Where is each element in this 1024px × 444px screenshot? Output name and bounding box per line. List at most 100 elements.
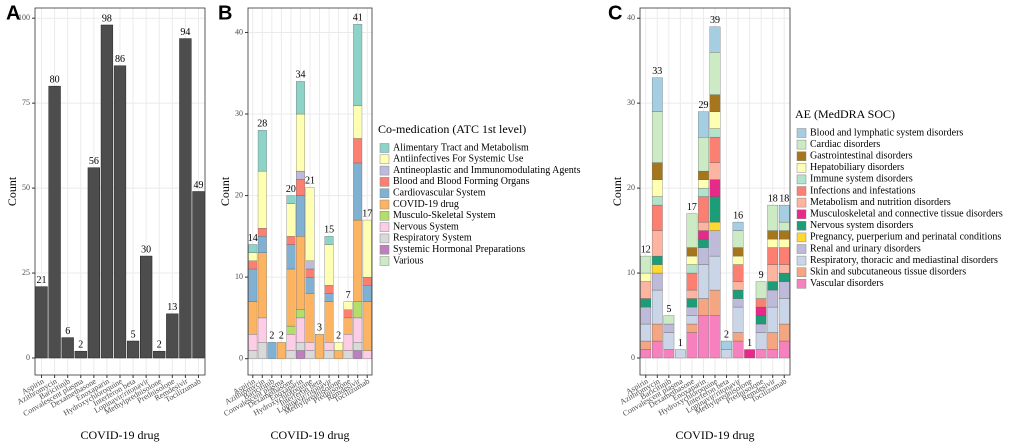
bar <box>100 24 114 359</box>
bar-segment <box>663 349 675 359</box>
bar-segment <box>651 264 663 274</box>
bar-segment <box>353 138 363 164</box>
total-label: 21 <box>305 176 315 187</box>
y-tick-label: 0 <box>631 353 635 362</box>
total-label: 7 <box>346 290 351 301</box>
bar-segment <box>709 136 721 163</box>
bar-segment <box>257 228 267 237</box>
value-label: 5 <box>131 329 136 340</box>
bar-segment <box>767 230 779 240</box>
bar-segment <box>732 332 744 342</box>
legend-swatch <box>379 154 390 165</box>
value-label: 98 <box>102 13 112 24</box>
total-label: 3 <box>317 323 322 334</box>
bar-segment <box>698 221 709 231</box>
legend-swatch <box>796 151 807 161</box>
total-label: 18 <box>768 193 778 204</box>
legend-swatch <box>796 221 807 231</box>
bar-segment <box>286 236 296 245</box>
bar-segment <box>248 268 258 302</box>
bar-segment <box>709 128 721 138</box>
bar-segment <box>686 247 698 257</box>
bar-segment <box>286 350 296 359</box>
total-label: 12 <box>641 244 651 255</box>
legend-label: Infections and infestations <box>810 185 916 196</box>
bar-segment <box>778 298 790 325</box>
legend-label: Skin and subcutaneous tissue disorders <box>810 266 966 277</box>
bar-segment <box>257 236 267 253</box>
bar-segment <box>686 306 698 316</box>
bar-segment <box>286 195 296 204</box>
legend-label: Respiratory System <box>393 233 472 244</box>
bar-segment <box>686 315 698 325</box>
bar-segment <box>651 204 663 231</box>
legend-swatch <box>796 139 807 150</box>
bar-segment <box>663 332 675 350</box>
panel-label: C <box>608 2 622 24</box>
bar <box>179 38 192 359</box>
bar-segment <box>767 247 779 265</box>
bar-segment <box>778 272 790 282</box>
bar-segment <box>296 350 305 359</box>
legend-label: Antiinfectives For Systemic Use <box>393 154 524 165</box>
bar-segment <box>686 255 698 265</box>
bar-segment <box>248 252 258 261</box>
bar-segment <box>305 342 315 351</box>
bar-segment <box>257 317 267 343</box>
panel-label: B <box>218 2 232 24</box>
bar-segment <box>698 136 709 172</box>
bar-segment <box>296 170 305 180</box>
legend-swatch <box>796 279 807 289</box>
legend-title: Co-medication (ATC 1st level) <box>378 122 526 136</box>
bar-segment <box>709 289 721 316</box>
bar-segment <box>305 350 315 359</box>
bar-segment <box>778 281 790 299</box>
bar-segment <box>755 281 767 299</box>
bar-segment <box>257 170 267 229</box>
bar-segment <box>721 340 732 350</box>
bar-segment <box>353 219 363 302</box>
legend-label: Metabolism and nutrition disorders <box>810 197 951 208</box>
y-tick-label: 50 <box>22 183 30 192</box>
bar-segment <box>286 334 296 351</box>
value-label: 30 <box>141 244 151 255</box>
bar <box>61 337 74 359</box>
bar-segment <box>362 276 372 286</box>
value-label: 94 <box>180 27 190 38</box>
legend-label: Nervous System <box>393 221 459 232</box>
bar-segment <box>767 332 779 350</box>
bar-segment <box>651 272 663 291</box>
bar-segment <box>721 349 732 359</box>
y-axis-title: Count <box>218 176 232 206</box>
bar-segment <box>663 323 675 333</box>
y-tick-label: 75 <box>22 98 30 107</box>
total-label: 2 <box>279 331 284 342</box>
legend-swatch <box>796 267 807 277</box>
bar-segment <box>755 349 767 359</box>
bar <box>74 350 87 359</box>
total-label: 17 <box>362 208 372 219</box>
bar-segment <box>663 315 675 325</box>
legend-label: Nervous system disorders <box>810 220 913 231</box>
bar-segment <box>698 179 709 189</box>
y-tick-label: 20 <box>235 190 243 199</box>
bar-segment <box>286 268 296 327</box>
bar-segment <box>305 268 315 278</box>
bar-segment <box>651 230 663 257</box>
bar-segment <box>698 238 709 248</box>
legend-label: Gastrointestinal disorders <box>810 150 913 161</box>
bar-segment <box>362 301 372 351</box>
bar-segment <box>698 230 709 240</box>
bar-segment <box>296 113 305 172</box>
bar-segment <box>248 350 258 359</box>
bar-segment <box>640 323 652 342</box>
bar-segment <box>709 179 721 197</box>
bar-segment <box>767 204 779 231</box>
value-label: 13 <box>167 302 177 313</box>
bar-segment <box>709 255 721 291</box>
bar-segment <box>778 221 790 231</box>
legend-label: Cardiovascular System <box>393 187 486 198</box>
total-label: 34 <box>295 70 305 81</box>
bar-segment <box>709 315 721 359</box>
